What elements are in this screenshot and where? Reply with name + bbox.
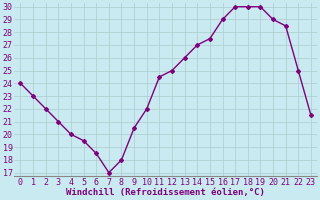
X-axis label: Windchill (Refroidissement éolien,°C): Windchill (Refroidissement éolien,°C) — [66, 188, 265, 197]
